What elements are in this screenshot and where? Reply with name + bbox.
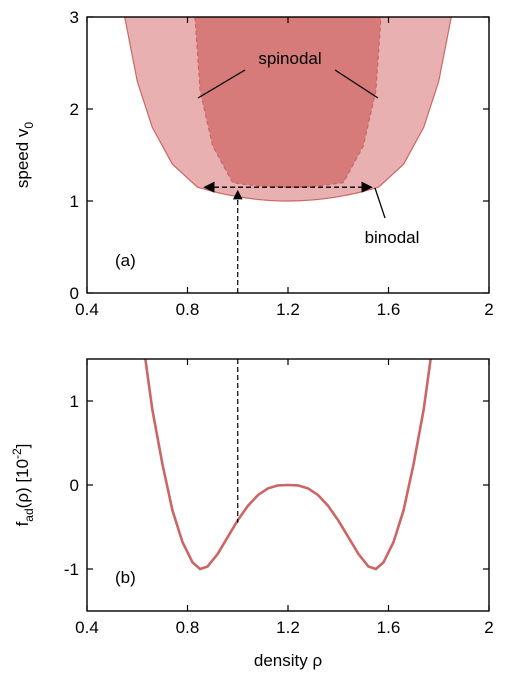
- panel-a-xtick-label: 1.2: [276, 300, 300, 319]
- panel-b-xtick-label: 0.8: [176, 618, 200, 637]
- binodal-label: binodal: [365, 228, 420, 247]
- binodal-leader: [374, 187, 386, 219]
- panel-a-ytick-label: 1: [70, 192, 79, 211]
- panel-b-xtick-label: 0.4: [75, 618, 99, 637]
- y-axis-label-a: speed v0: [13, 122, 36, 189]
- x-axis-label: density ρ: [254, 651, 322, 670]
- panel-a-ytick-label: 0: [70, 284, 79, 303]
- panel-a: spinodal binodal (a) 0.4 0.8 1.2 1.6 2 0 1 2 3 s…: [13, 8, 494, 319]
- panel-a-label: (a): [115, 251, 136, 270]
- y-axis-label-b: fad(ρ) [10-2]: [10, 444, 36, 527]
- panel-b-xtick-label: 1.6: [377, 618, 401, 637]
- panel-b-ytick-label: 1: [70, 392, 79, 411]
- panel-a-ticks: 0.4 0.8 1.2 1.6 2 0 1 2 3: [70, 8, 494, 319]
- panel-b: (b) 0.4 0.8 1.2 1.6 2 -1 0 1 fad(ρ) [10-2] dens…: [10, 358, 494, 670]
- panel-a-ytick-label: 3: [70, 8, 79, 27]
- spinodal-label: spinodal: [258, 49, 321, 68]
- panel-a-xtick-label: 0.4: [75, 300, 99, 319]
- spinodal-leader-left: [197, 69, 246, 99]
- panel-b-ytick-label: 0: [70, 476, 79, 495]
- panel-b-xtick-label: 1.2: [276, 618, 300, 637]
- panel-b-ytick-label: -1: [64, 560, 79, 579]
- free-energy-curve: [144, 359, 432, 571]
- panel-a-xtick-label: 2: [484, 300, 493, 319]
- panel-a-xtick-label: 0.8: [176, 300, 200, 319]
- panel-b-xtick-label: 2: [484, 618, 493, 637]
- panel-a-xtick-label: 1.6: [377, 300, 401, 319]
- panel-a-ytick-label: 2: [70, 100, 79, 119]
- panel-b-label: (b): [115, 568, 136, 587]
- spinodal-region: [194, 17, 382, 188]
- panel-b-ticks: 0.4 0.8 1.2 1.6 2 -1 0 1: [64, 359, 494, 637]
- spinodal-leader-right: [334, 69, 379, 99]
